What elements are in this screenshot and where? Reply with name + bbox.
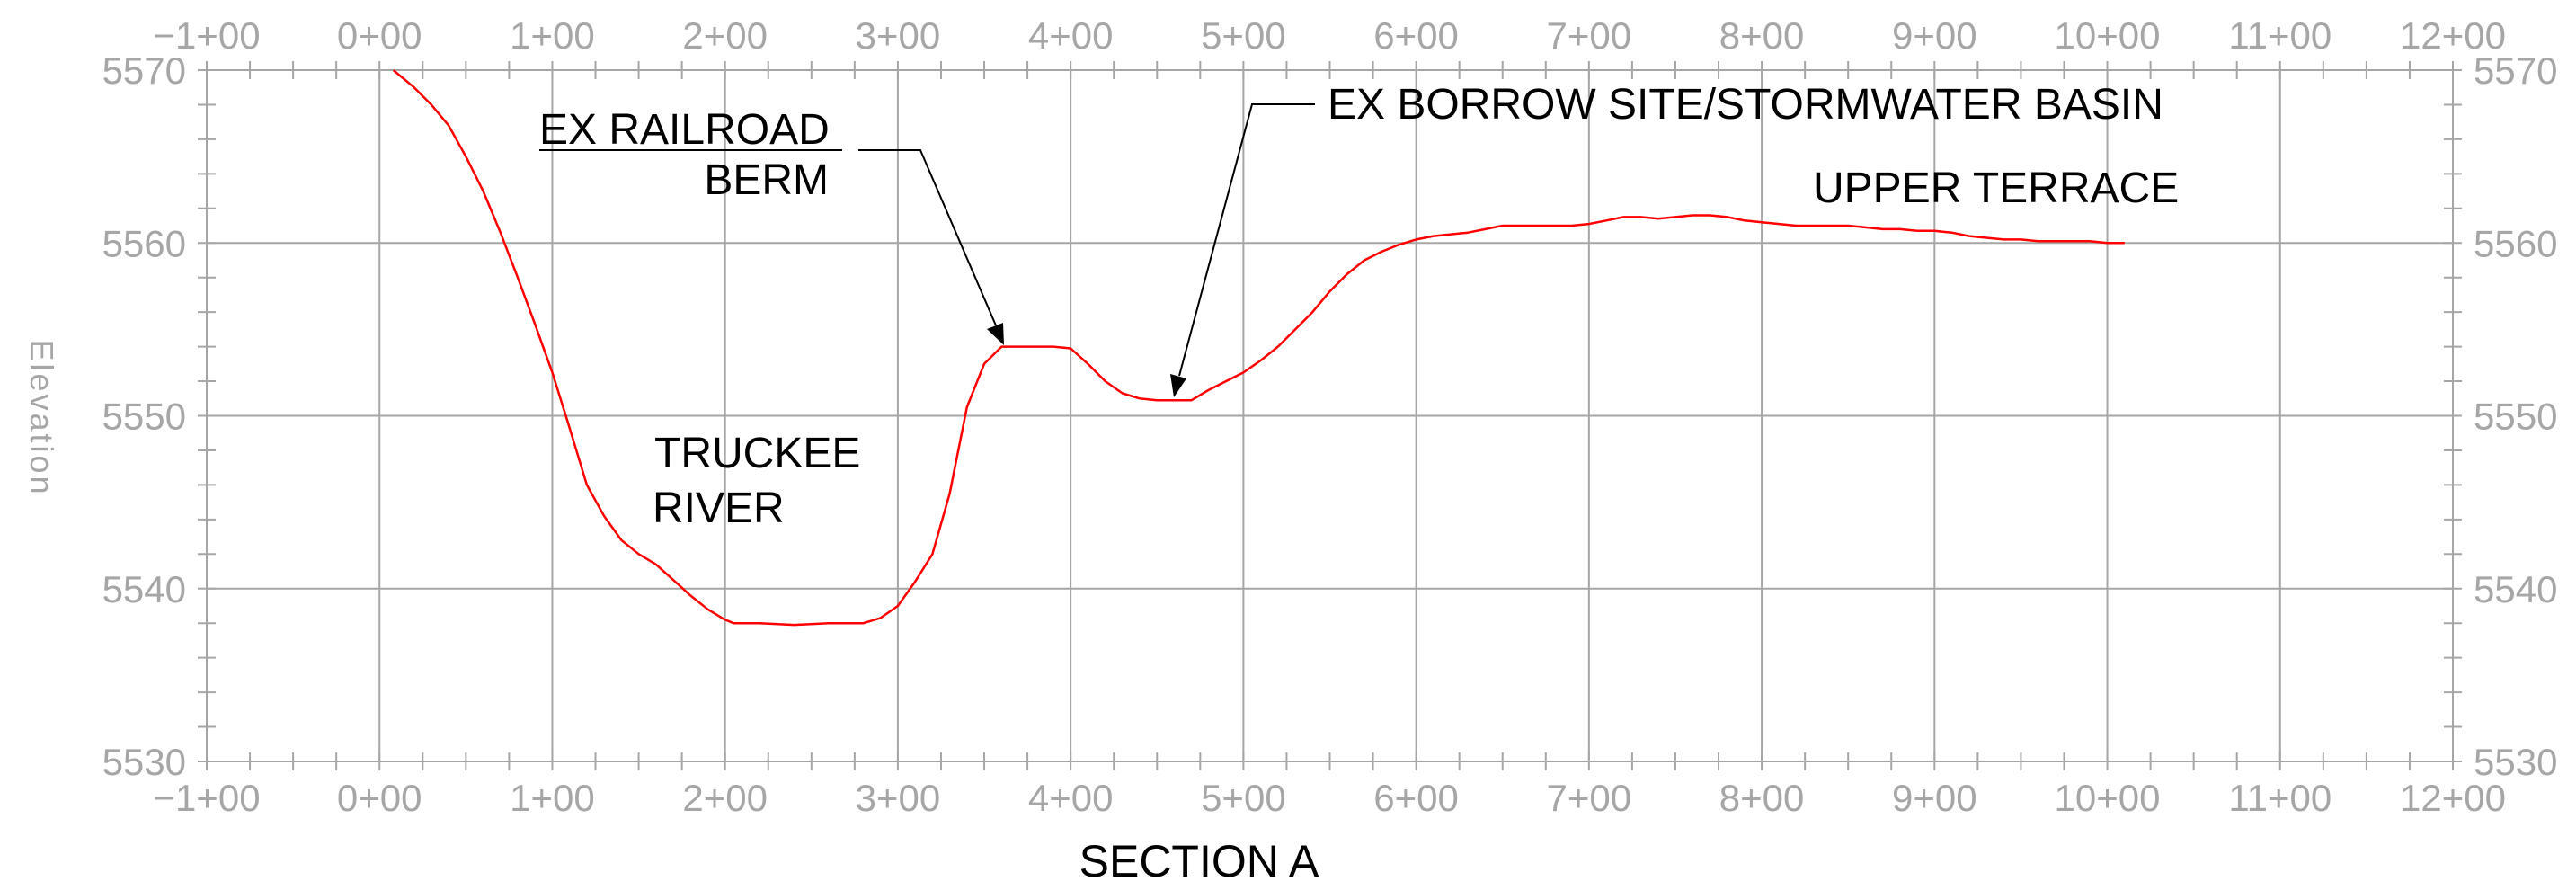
annotation-railroad-leader xyxy=(858,149,997,326)
x-tick-label-bottom: 0+00 xyxy=(337,777,422,819)
y-tick-label-right: 5540 xyxy=(2474,568,2557,610)
x-tick-label-bottom: 2+00 xyxy=(682,777,768,819)
y-tick-label-left: 5560 xyxy=(102,222,186,264)
y-tick-label-left: 5540 xyxy=(102,568,186,610)
tick-labels: −1+00 −1+00 0+00 0+00 1+00 1+00 2+00 2+00 3+00 3+… xyxy=(102,14,2558,819)
x-tick-label-bottom: 7+00 xyxy=(1547,777,1632,819)
annotation-railroad-line1: EX RAILROAD xyxy=(539,106,830,154)
annotation-borrow-site: EX BORROW SITE/STORMWATER BASIN xyxy=(1328,81,2163,129)
x-tick-label-bottom: 3+00 xyxy=(856,777,941,819)
x-tick-label-top: 7+00 xyxy=(1547,14,1632,57)
annotation-borrow-leader xyxy=(1178,103,1315,377)
y-tick-label-right: 5570 xyxy=(2474,49,2557,92)
x-tick-label-bottom: 4+00 xyxy=(1028,777,1114,819)
chart-title: SECTION A xyxy=(1079,836,1319,886)
y-tick-label-left: 5570 xyxy=(102,49,186,92)
x-tick-label-top: −1+00 xyxy=(153,14,260,57)
axis-ticks xyxy=(198,61,2462,770)
annotation-river-line2: RIVER xyxy=(653,485,785,532)
x-tick-label-top: 8+00 xyxy=(1719,14,1805,57)
y-tick-label-left: 5550 xyxy=(102,396,186,438)
x-tick-label-top: 9+00 xyxy=(1892,14,1977,57)
x-tick-label-bottom: 8+00 xyxy=(1719,777,1805,819)
x-tick-label-bottom: 6+00 xyxy=(1373,777,1459,819)
ground-profile-line xyxy=(392,69,2125,627)
x-tick-label-top: 5+00 xyxy=(1201,14,1286,57)
y-tick-label-right: 5530 xyxy=(2474,741,2557,783)
x-tick-label-top: 2+00 xyxy=(682,14,768,57)
y-tick-label-right: 5560 xyxy=(2474,222,2557,264)
annotation-upper-terrace: UPPER TERRACE xyxy=(1813,165,2179,212)
x-tick-label-top: 3+00 xyxy=(856,14,941,57)
x-tick-label-top: 1+00 xyxy=(510,14,595,57)
x-tick-label-top: 11+00 xyxy=(2228,14,2332,57)
annotation-borrow-arrowhead xyxy=(1170,374,1186,397)
x-tick-label-top: 12+00 xyxy=(2400,14,2506,57)
x-tick-label-top: 6+00 xyxy=(1373,14,1459,57)
x-tick-label-bottom: 12+00 xyxy=(2400,777,2506,819)
annotation-railroad-arrowhead xyxy=(987,323,1004,345)
x-tick-label-top: 0+00 xyxy=(337,14,422,57)
x-tick-label-bottom: 10+00 xyxy=(2055,777,2161,819)
annotation-river-line1: TRUCKEE xyxy=(654,430,860,477)
x-tick-label-bottom: 11+00 xyxy=(2228,777,2332,819)
x-tick-label-bottom: −1+00 xyxy=(153,777,260,819)
x-tick-label-top: 4+00 xyxy=(1028,14,1114,57)
x-tick-label-top: 10+00 xyxy=(2055,14,2161,57)
y-axis-label: Elevation xyxy=(23,339,60,496)
annotation-railroad-line2: BERM xyxy=(704,156,829,204)
y-tick-label-right: 5550 xyxy=(2474,396,2557,438)
y-tick-label-left: 5530 xyxy=(102,741,186,783)
x-tick-label-bottom: 5+00 xyxy=(1201,777,1286,819)
x-tick-label-bottom: 1+00 xyxy=(510,777,595,819)
x-tick-label-bottom: 9+00 xyxy=(1892,777,1977,819)
